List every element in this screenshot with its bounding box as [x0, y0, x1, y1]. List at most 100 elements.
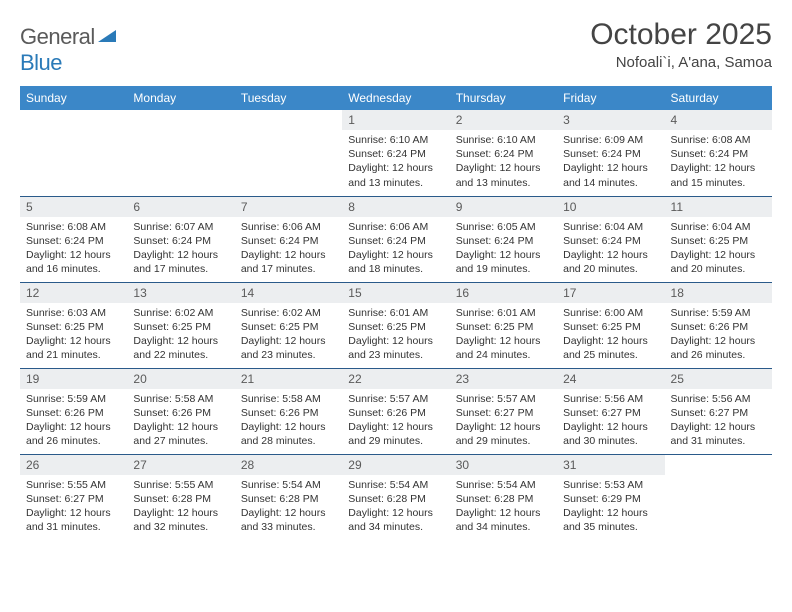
calendar-cell: 31Sunrise: 5:53 AMSunset: 6:29 PMDayligh…	[557, 454, 664, 540]
day-info: Sunrise: 5:57 AMSunset: 6:26 PMDaylight:…	[342, 389, 449, 453]
day-number: 17	[557, 283, 664, 303]
day-info: Sunrise: 6:08 AMSunset: 6:24 PMDaylight:…	[665, 130, 772, 194]
calendar-cell: 10Sunrise: 6:04 AMSunset: 6:24 PMDayligh…	[557, 196, 664, 282]
day-info: Sunrise: 6:03 AMSunset: 6:25 PMDaylight:…	[20, 303, 127, 367]
day-number: 7	[235, 197, 342, 217]
weekday-tuesday: Tuesday	[235, 86, 342, 110]
calendar-cell: 30Sunrise: 5:54 AMSunset: 6:28 PMDayligh…	[450, 454, 557, 540]
calendar-cell	[127, 110, 234, 196]
calendar-week-row: 19Sunrise: 5:59 AMSunset: 6:26 PMDayligh…	[20, 368, 772, 454]
calendar-cell: 20Sunrise: 5:58 AMSunset: 6:26 PMDayligh…	[127, 368, 234, 454]
day-number: 13	[127, 283, 234, 303]
day-info: Sunrise: 6:02 AMSunset: 6:25 PMDaylight:…	[127, 303, 234, 367]
day-number: 31	[557, 455, 664, 475]
calendar-cell: 13Sunrise: 6:02 AMSunset: 6:25 PMDayligh…	[127, 282, 234, 368]
calendar-table: Sunday Monday Tuesday Wednesday Thursday…	[20, 86, 772, 540]
weekday-saturday: Saturday	[665, 86, 772, 110]
day-number: 19	[20, 369, 127, 389]
day-number: 28	[235, 455, 342, 475]
day-info: Sunrise: 6:06 AMSunset: 6:24 PMDaylight:…	[342, 217, 449, 281]
calendar-cell: 25Sunrise: 5:56 AMSunset: 6:27 PMDayligh…	[665, 368, 772, 454]
day-info: Sunrise: 5:59 AMSunset: 6:26 PMDaylight:…	[20, 389, 127, 453]
day-info: Sunrise: 5:59 AMSunset: 6:26 PMDaylight:…	[665, 303, 772, 367]
day-number: 4	[665, 110, 772, 130]
day-number: 16	[450, 283, 557, 303]
day-info: Sunrise: 5:57 AMSunset: 6:27 PMDaylight:…	[450, 389, 557, 453]
calendar-week-row: 1Sunrise: 6:10 AMSunset: 6:24 PMDaylight…	[20, 110, 772, 196]
day-info: Sunrise: 6:05 AMSunset: 6:24 PMDaylight:…	[450, 217, 557, 281]
header: General Blue October 2025 Nofoali`i, A'a…	[20, 18, 772, 76]
calendar-cell: 17Sunrise: 6:00 AMSunset: 6:25 PMDayligh…	[557, 282, 664, 368]
calendar-cell: 15Sunrise: 6:01 AMSunset: 6:25 PMDayligh…	[342, 282, 449, 368]
day-number: 3	[557, 110, 664, 130]
calendar-cell: 28Sunrise: 5:54 AMSunset: 6:28 PMDayligh…	[235, 454, 342, 540]
calendar-cell: 19Sunrise: 5:59 AMSunset: 6:26 PMDayligh…	[20, 368, 127, 454]
calendar-cell: 23Sunrise: 5:57 AMSunset: 6:27 PMDayligh…	[450, 368, 557, 454]
day-info: Sunrise: 6:08 AMSunset: 6:24 PMDaylight:…	[20, 217, 127, 281]
day-info: Sunrise: 6:06 AMSunset: 6:24 PMDaylight:…	[235, 217, 342, 281]
day-number: 8	[342, 197, 449, 217]
calendar-cell: 29Sunrise: 5:54 AMSunset: 6:28 PMDayligh…	[342, 454, 449, 540]
day-info: Sunrise: 5:58 AMSunset: 6:26 PMDaylight:…	[235, 389, 342, 453]
day-number: 14	[235, 283, 342, 303]
day-number: 24	[557, 369, 664, 389]
calendar-cell: 5Sunrise: 6:08 AMSunset: 6:24 PMDaylight…	[20, 196, 127, 282]
day-number: 15	[342, 283, 449, 303]
calendar-cell	[20, 110, 127, 196]
day-number: 5	[20, 197, 127, 217]
calendar-cell: 12Sunrise: 6:03 AMSunset: 6:25 PMDayligh…	[20, 282, 127, 368]
weekday-sunday: Sunday	[20, 86, 127, 110]
calendar-week-row: 12Sunrise: 6:03 AMSunset: 6:25 PMDayligh…	[20, 282, 772, 368]
logo-triangle-icon	[98, 24, 118, 50]
day-number: 23	[450, 369, 557, 389]
day-info: Sunrise: 6:02 AMSunset: 6:25 PMDaylight:…	[235, 303, 342, 367]
title-block: October 2025 Nofoali`i, A'ana, Samoa	[590, 18, 772, 71]
day-number: 21	[235, 369, 342, 389]
calendar-cell: 14Sunrise: 6:02 AMSunset: 6:25 PMDayligh…	[235, 282, 342, 368]
calendar-cell: 11Sunrise: 6:04 AMSunset: 6:25 PMDayligh…	[665, 196, 772, 282]
day-number: 2	[450, 110, 557, 130]
calendar-cell: 7Sunrise: 6:06 AMSunset: 6:24 PMDaylight…	[235, 196, 342, 282]
day-number: 27	[127, 455, 234, 475]
day-info: Sunrise: 5:56 AMSunset: 6:27 PMDaylight:…	[665, 389, 772, 453]
calendar-cell	[665, 454, 772, 540]
day-number: 9	[450, 197, 557, 217]
day-number: 20	[127, 369, 234, 389]
day-info: Sunrise: 5:53 AMSunset: 6:29 PMDaylight:…	[557, 475, 664, 539]
day-info: Sunrise: 5:54 AMSunset: 6:28 PMDaylight:…	[235, 475, 342, 539]
day-info: Sunrise: 6:00 AMSunset: 6:25 PMDaylight:…	[557, 303, 664, 367]
weekday-monday: Monday	[127, 86, 234, 110]
day-info: Sunrise: 6:10 AMSunset: 6:24 PMDaylight:…	[342, 130, 449, 194]
day-info: Sunrise: 5:56 AMSunset: 6:27 PMDaylight:…	[557, 389, 664, 453]
weekday-header-row: Sunday Monday Tuesday Wednesday Thursday…	[20, 86, 772, 110]
day-info: Sunrise: 6:07 AMSunset: 6:24 PMDaylight:…	[127, 217, 234, 281]
calendar-cell: 18Sunrise: 5:59 AMSunset: 6:26 PMDayligh…	[665, 282, 772, 368]
day-number: 11	[665, 197, 772, 217]
weekday-thursday: Thursday	[450, 86, 557, 110]
calendar-cell: 9Sunrise: 6:05 AMSunset: 6:24 PMDaylight…	[450, 196, 557, 282]
logo-word-2: Blue	[20, 50, 62, 75]
day-info: Sunrise: 5:55 AMSunset: 6:27 PMDaylight:…	[20, 475, 127, 539]
calendar-cell: 8Sunrise: 6:06 AMSunset: 6:24 PMDaylight…	[342, 196, 449, 282]
day-number: 6	[127, 197, 234, 217]
calendar-cell: 16Sunrise: 6:01 AMSunset: 6:25 PMDayligh…	[450, 282, 557, 368]
calendar-cell	[235, 110, 342, 196]
logo-word-1: General	[20, 24, 95, 49]
logo: General Blue	[20, 24, 118, 76]
day-info: Sunrise: 6:04 AMSunset: 6:25 PMDaylight:…	[665, 217, 772, 281]
day-info: Sunrise: 6:01 AMSunset: 6:25 PMDaylight:…	[342, 303, 449, 367]
weekday-wednesday: Wednesday	[342, 86, 449, 110]
calendar-cell: 22Sunrise: 5:57 AMSunset: 6:26 PMDayligh…	[342, 368, 449, 454]
day-info: Sunrise: 6:04 AMSunset: 6:24 PMDaylight:…	[557, 217, 664, 281]
calendar-week-row: 26Sunrise: 5:55 AMSunset: 6:27 PMDayligh…	[20, 454, 772, 540]
day-info: Sunrise: 5:54 AMSunset: 6:28 PMDaylight:…	[450, 475, 557, 539]
calendar-cell: 24Sunrise: 5:56 AMSunset: 6:27 PMDayligh…	[557, 368, 664, 454]
calendar-cell: 27Sunrise: 5:55 AMSunset: 6:28 PMDayligh…	[127, 454, 234, 540]
location: Nofoali`i, A'ana, Samoa	[590, 54, 772, 71]
calendar-week-row: 5Sunrise: 6:08 AMSunset: 6:24 PMDaylight…	[20, 196, 772, 282]
day-number: 18	[665, 283, 772, 303]
day-info: Sunrise: 6:10 AMSunset: 6:24 PMDaylight:…	[450, 130, 557, 194]
day-number: 22	[342, 369, 449, 389]
month-title: October 2025	[590, 18, 772, 52]
day-info: Sunrise: 5:55 AMSunset: 6:28 PMDaylight:…	[127, 475, 234, 539]
